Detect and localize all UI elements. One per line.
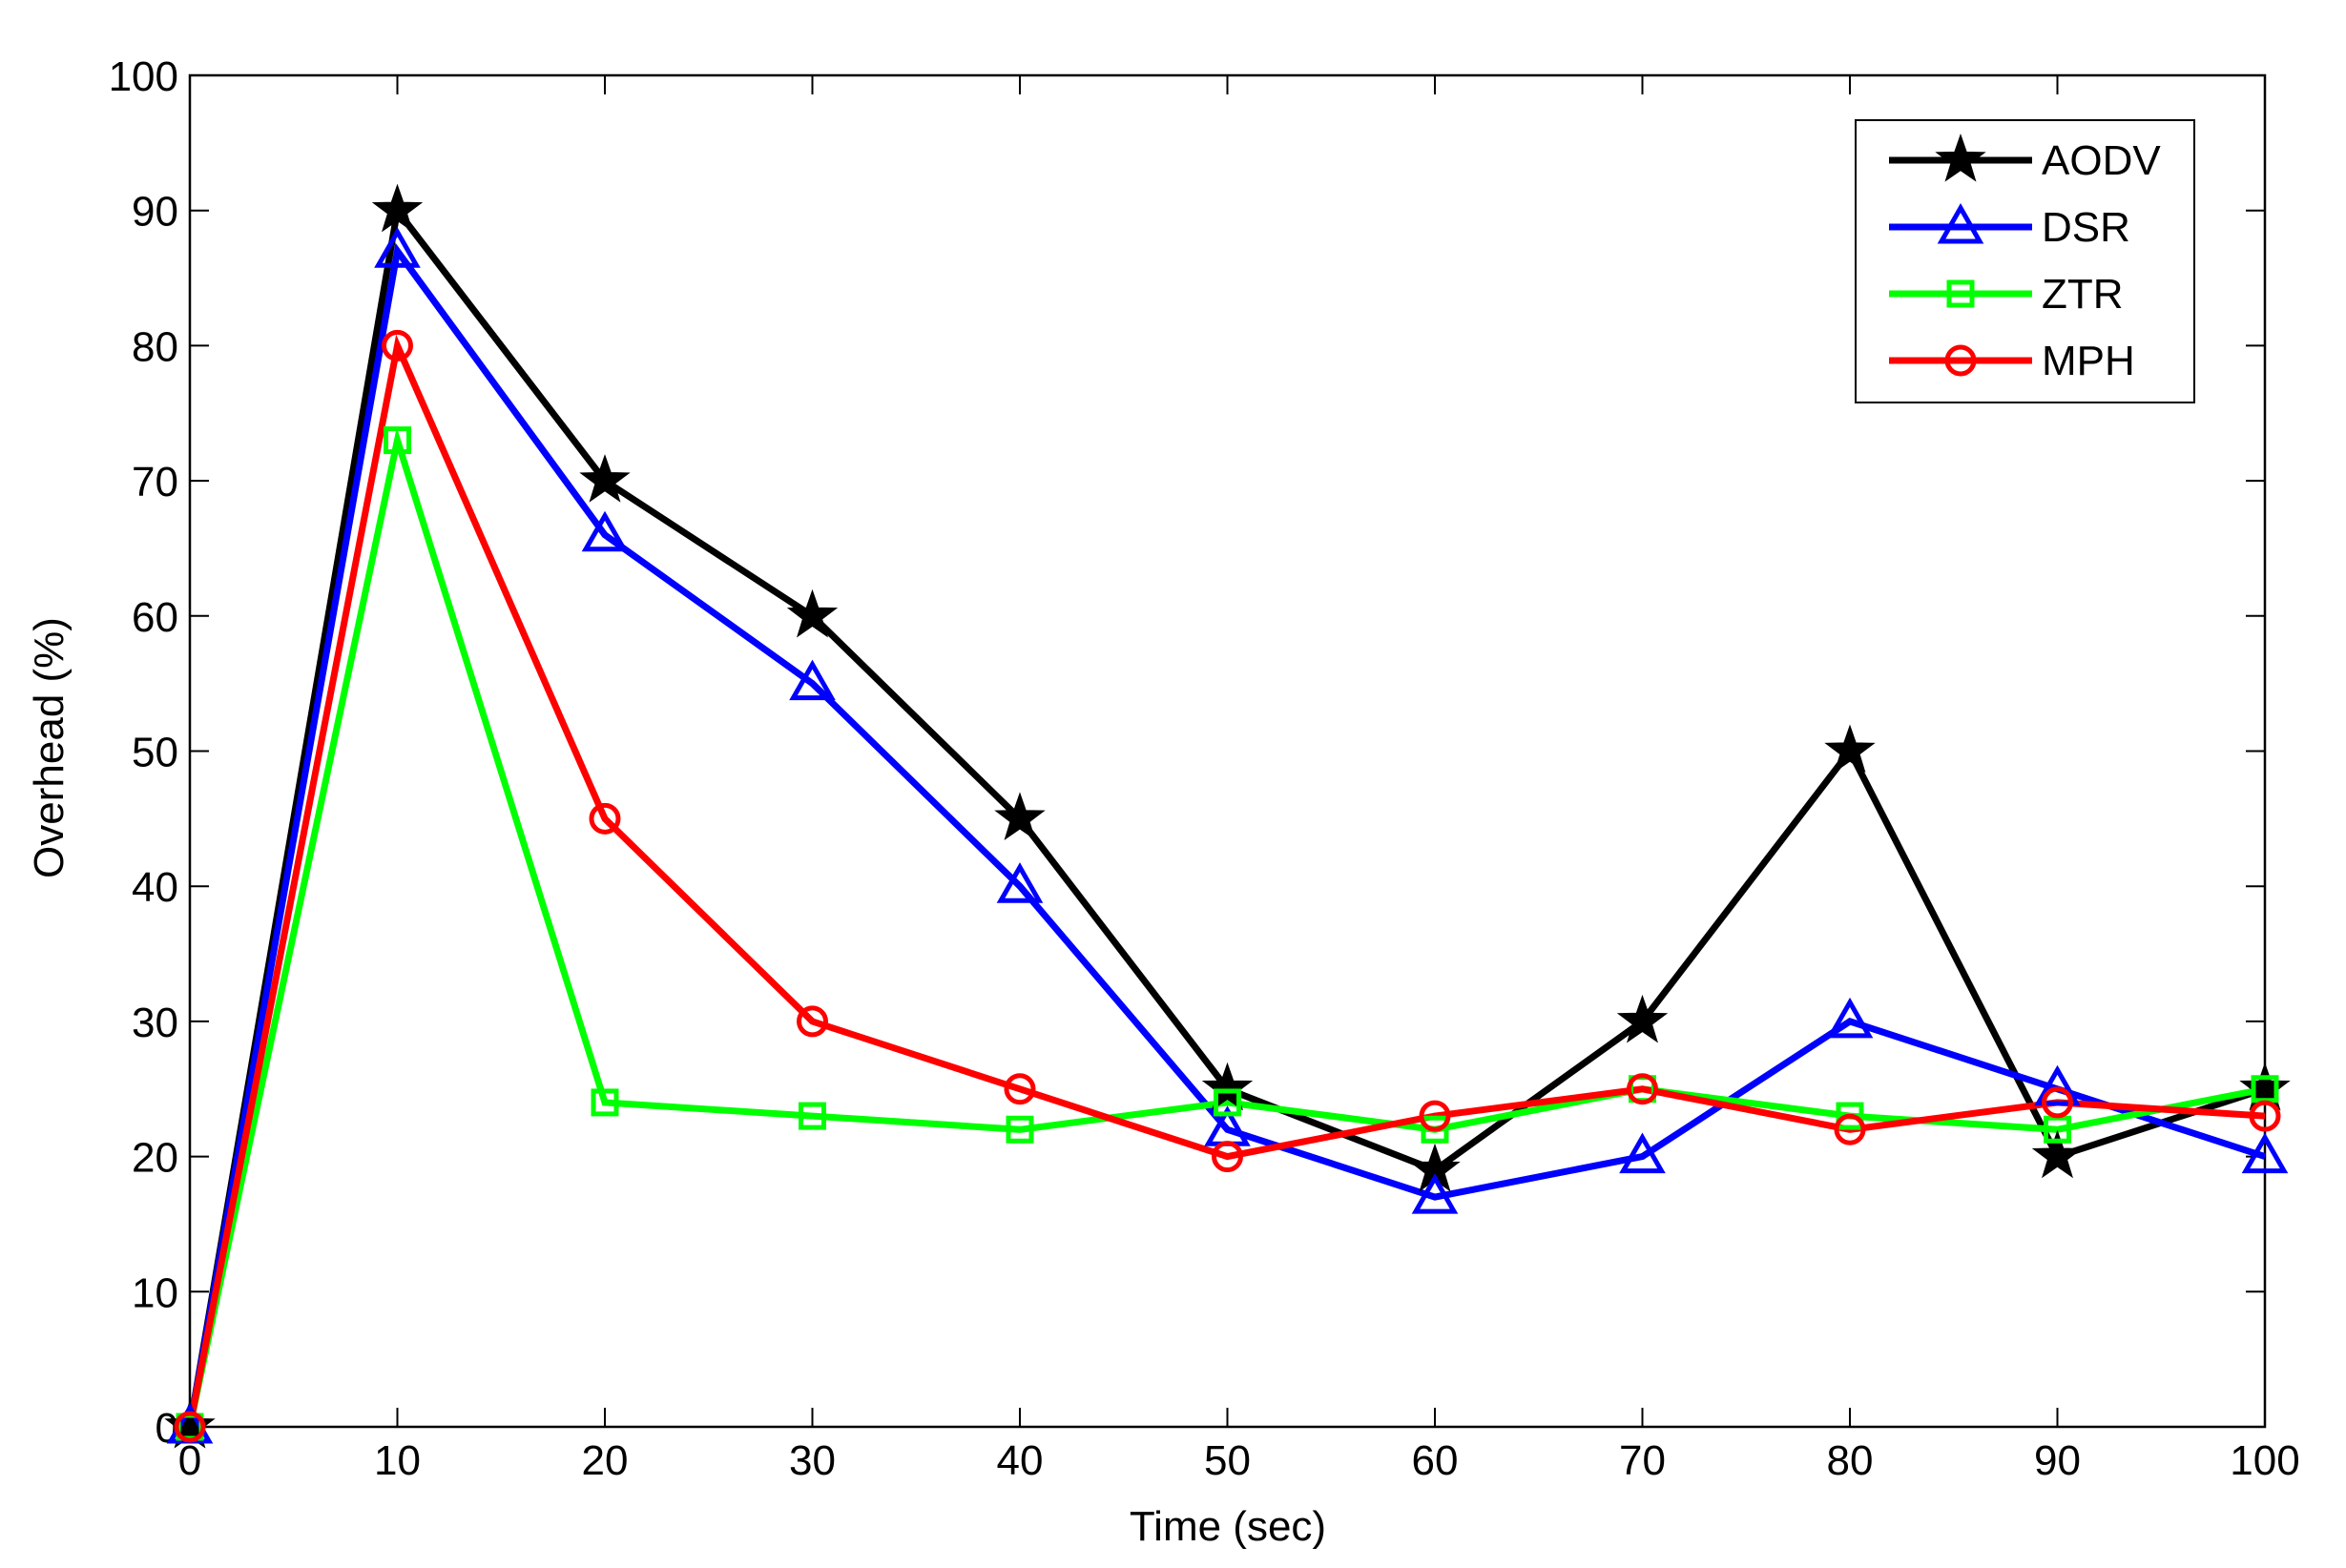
series-line-dsr bbox=[186, 242, 2267, 1428]
legend-marker-ztr bbox=[1946, 279, 1975, 308]
x-tick-label: 70 bbox=[1619, 1437, 1666, 1484]
legend: AODV DSR ZTR MPH bbox=[1855, 119, 2195, 403]
y-tick-label: 10 bbox=[132, 1269, 178, 1316]
legend-label-ztr: ZTR bbox=[2042, 271, 2124, 318]
x-tick-label: 0 bbox=[178, 1437, 201, 1484]
data-point-dsr bbox=[374, 227, 421, 268]
data-point-dsr bbox=[581, 510, 629, 552]
x-tick-label: 100 bbox=[2230, 1437, 2299, 1484]
data-point-ztr bbox=[1214, 1088, 1241, 1117]
data-point-mph bbox=[2042, 1086, 2073, 1119]
x-axis-label: Time (sec) bbox=[1130, 1503, 1326, 1550]
data-point-ztr bbox=[799, 1102, 826, 1130]
y-tick-label: 20 bbox=[132, 1135, 178, 1182]
data-point-mph bbox=[1627, 1073, 1658, 1105]
data-point-aodv bbox=[1824, 724, 1876, 774]
legend-label-dsr: DSR bbox=[2042, 204, 2130, 251]
data-point-dsr bbox=[1619, 1132, 1666, 1174]
data-point-aodv bbox=[786, 588, 839, 638]
data-point-mph bbox=[797, 1005, 828, 1038]
data-point-dsr bbox=[789, 659, 836, 701]
data-point-mph bbox=[382, 329, 413, 361]
legend-label-mph: MPH bbox=[2042, 338, 2135, 384]
series-line-mph bbox=[186, 334, 2266, 1428]
y-axis-label: Overhead (%) bbox=[26, 617, 73, 878]
x-tick-label: 10 bbox=[374, 1437, 421, 1484]
legend-box bbox=[1855, 119, 2195, 403]
data-point-aodv bbox=[994, 792, 1046, 841]
x-tick-label: 90 bbox=[2034, 1437, 2081, 1484]
data-point-mph bbox=[1419, 1100, 1451, 1132]
data-point-dsr bbox=[1826, 997, 1874, 1039]
y-tick-label: 90 bbox=[132, 189, 178, 236]
y-tick-label: 40 bbox=[132, 864, 178, 911]
data-point-mph bbox=[1212, 1141, 1243, 1173]
y-tick-label: 50 bbox=[132, 730, 178, 776]
x-tick-label: 50 bbox=[1204, 1437, 1251, 1484]
legend-marker-dsr bbox=[1937, 202, 1984, 244]
data-point-dsr bbox=[2241, 1132, 2289, 1174]
data-point-mph bbox=[174, 1411, 206, 1443]
legend-marker-aodv bbox=[1935, 133, 1986, 182]
legend-marker-mph bbox=[1944, 344, 1977, 377]
y-tick-label: 100 bbox=[109, 53, 178, 100]
data-point-dsr bbox=[2034, 1064, 2081, 1106]
x-tick-label: 30 bbox=[789, 1437, 836, 1484]
data-point-ztr bbox=[591, 1088, 619, 1117]
y-tick-label: 60 bbox=[132, 594, 178, 641]
data-point-dsr bbox=[996, 862, 1044, 903]
y-tick-label: 70 bbox=[132, 459, 178, 505]
legend-label-aodv: AODV bbox=[2042, 137, 2161, 184]
data-point-ztr bbox=[1421, 1115, 1449, 1144]
data-point-ztr bbox=[1006, 1115, 1034, 1144]
data-point-mph bbox=[1004, 1073, 1036, 1105]
data-point-mph bbox=[2249, 1100, 2281, 1132]
data-point-mph bbox=[589, 802, 621, 835]
data-point-aodv bbox=[2031, 1129, 2084, 1179]
data-point-aodv bbox=[1616, 994, 1669, 1043]
x-tick-label: 20 bbox=[582, 1437, 629, 1484]
data-point-ztr bbox=[384, 426, 411, 455]
x-tick-label: 40 bbox=[997, 1437, 1044, 1484]
data-point-aodv bbox=[1201, 1062, 1254, 1111]
x-tick-label: 80 bbox=[1827, 1437, 1874, 1484]
data-point-mph bbox=[1834, 1113, 1866, 1145]
data-point-aodv bbox=[371, 183, 424, 233]
y-tick-label: 30 bbox=[132, 1000, 178, 1046]
x-tick-label: 60 bbox=[1412, 1437, 1459, 1484]
y-tick-label: 80 bbox=[132, 323, 178, 370]
data-point-ztr bbox=[1836, 1102, 1864, 1130]
data-point-dsr bbox=[1411, 1173, 1459, 1214]
data-point-aodv bbox=[579, 454, 631, 503]
